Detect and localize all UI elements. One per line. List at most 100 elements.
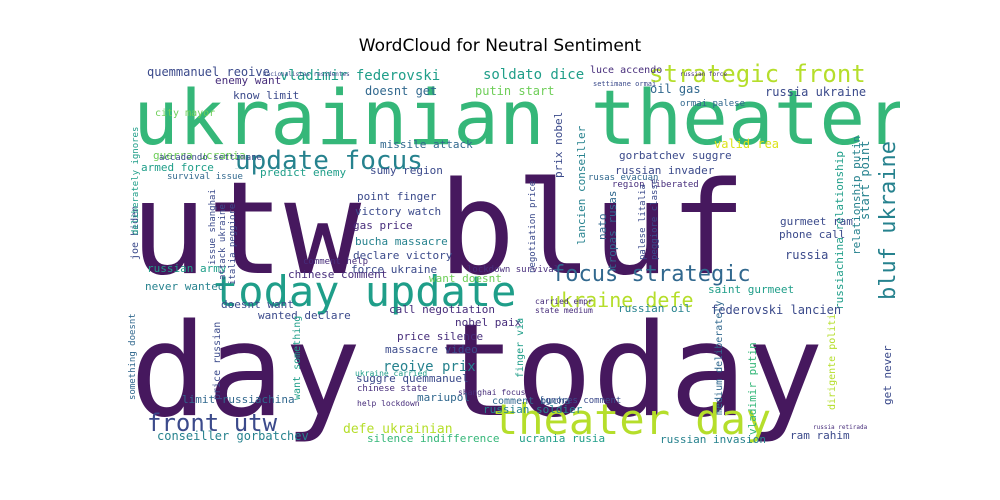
cloud-word: rusas evacuan <box>588 173 658 183</box>
cloud-word: lockdown survival <box>467 265 559 275</box>
cloud-word: russian army <box>147 262 227 275</box>
cloud-word: start point <box>858 141 872 220</box>
cloud-word: call negotiation <box>389 303 495 316</box>
cloud-word: guerra ucrania <box>153 149 246 162</box>
cloud-word: update focus <box>235 146 423 176</box>
cloud-word: chinese comment <box>288 268 387 281</box>
chart-title: WordCloud for Neutral Sentiment <box>358 36 642 56</box>
cloud-word: russia ukraine <box>765 85 866 99</box>
cloud-word: sumy region <box>370 164 443 177</box>
cloud-word: silence indifference <box>367 432 499 445</box>
cloud-word: medium deliberately <box>714 301 725 415</box>
cloud-word: gorbatchev suggre <box>619 149 732 162</box>
cloud-word: doesnt want <box>221 298 294 311</box>
cloud-word: bluf ukraine <box>876 141 900 300</box>
cloud-word: armed force <box>141 161 214 174</box>
cloud-word: ucrania rusia <box>519 432 605 445</box>
cloud-word: soldato dice <box>483 67 584 83</box>
cloud-word: russian force <box>680 71 727 78</box>
cloud-word: russiachina relationship <box>833 151 846 310</box>
cloud-word: want doesnt <box>429 272 502 285</box>
cloud-word: ukraine defe <box>549 288 694 312</box>
cloud-word: russian oil <box>618 302 691 315</box>
cloud-word: nobel paix <box>455 316 522 329</box>
cloud-word: ignores comment <box>540 396 621 406</box>
cloud-word: ukraine carried <box>355 369 427 378</box>
cloud-word: suggre quemmanuel <box>356 372 469 385</box>
cloud-word: wanted declare <box>258 309 351 322</box>
cloud-word: comment help <box>303 257 368 267</box>
cloud-word: today update <box>213 267 516 316</box>
cloud-word: never wanted <box>145 280 224 293</box>
cloud-word: luce accendo <box>590 65 662 76</box>
cloud-word: russian soldier <box>483 403 583 416</box>
cloud-word: putin start <box>475 84 554 98</box>
cloud-word: valid rea <box>714 137 779 151</box>
cloud-word: lancien conseiller <box>575 125 588 245</box>
cloud-word: oil gas <box>650 82 701 96</box>
cloud-word: conseiller gorbatchev <box>157 429 309 443</box>
cloud-word: doesnt get <box>365 84 437 98</box>
cloud-word: deliberately ignores <box>131 127 141 235</box>
cloud-word: peggiore classe <box>650 179 660 260</box>
cloud-word: dirigente politi <box>827 314 838 410</box>
cloud-word: limit russiachina <box>182 393 295 406</box>
cloud-word: massacre video <box>385 343 478 356</box>
cloud-word: force ukraine <box>351 263 437 276</box>
cloud-word: prix nobel <box>552 112 565 178</box>
cloud-word: utw bluf <box>130 155 747 304</box>
cloud-word: finger via <box>515 318 526 378</box>
cloud-word: reoive prix <box>383 359 476 375</box>
cloud-word: defe ukrainian <box>343 422 453 437</box>
cloud-word: italia peggiore <box>228 204 238 285</box>
cloud-word: settimane ormai <box>593 80 656 88</box>
cloud-word: city mayor <box>155 108 215 119</box>
cloud-word: russian invasion <box>660 433 766 446</box>
cloud-word: state medium <box>535 306 593 315</box>
cloud-word: enemy want <box>215 74 281 87</box>
cloud-word: focus strategic <box>552 262 751 287</box>
cloud-word: ormai palese <box>680 99 745 109</box>
cloud-word: survival issue <box>167 172 243 182</box>
cloud-word: mariupol <box>417 391 470 404</box>
cloud-word: day today <box>130 297 824 446</box>
cloud-word: tropas rusas <box>606 191 619 270</box>
cloud-word: front utw <box>147 409 278 437</box>
cloud-word: attack ukraine <box>218 204 228 280</box>
cloud-word: strategic front <box>649 60 866 88</box>
cloud-word: gas price <box>353 219 413 232</box>
cloud-word: bucha massacre <box>355 235 448 248</box>
cloud-word: comment bucha <box>492 396 570 407</box>
cloud-word: predict enemy <box>260 166 346 179</box>
cloud-word: know limit <box>233 89 299 102</box>
cloud-word: russian invader <box>615 164 715 177</box>
cloud-word: declare victory <box>353 249 453 262</box>
cloud-word: carried empr <box>535 297 593 306</box>
cloud-word: ukrainian theater <box>133 73 900 162</box>
cloud-word: russia retirada <box>813 424 868 431</box>
cloud-word: negotiation price <box>528 181 538 273</box>
cloud-word: vladimir putin <box>746 342 759 435</box>
cloud-word: phone call <box>779 228 845 241</box>
cloud-word: gurmeet ram <box>780 215 853 228</box>
cloud-word: federovski lancien <box>711 303 841 317</box>
cloud-word: nacionalistas residentes <box>263 71 350 78</box>
cloud-word: theater day <box>493 395 771 444</box>
cloud-word: palese litalia <box>638 184 648 260</box>
cloud-word: shanghai focus <box>458 388 526 397</box>
cloud-word: accadendo settimane <box>159 153 262 163</box>
cloud-word: missile attack <box>380 138 473 151</box>
cloud-word: nato <box>596 214 609 241</box>
cloud-word: issue shanghai <box>208 189 218 265</box>
cloud-word: price silence <box>397 330 483 343</box>
cloud-word: price russian <box>212 322 223 400</box>
cloud-word: chinese state <box>357 384 427 394</box>
cloud-word: want something <box>292 316 303 400</box>
cloud-word: quemmanuel reoive <box>147 65 270 79</box>
cloud-word: update focus <box>235 167 243 170</box>
cloud-word: saint gurmeet <box>708 283 794 296</box>
word-cloud: utw bluf day today ukrainian theater tod… <box>125 60 900 452</box>
cloud-word: get never <box>881 345 894 405</box>
cloud-word: point finger <box>357 190 437 203</box>
cloud-word: ram rahim <box>790 429 850 442</box>
